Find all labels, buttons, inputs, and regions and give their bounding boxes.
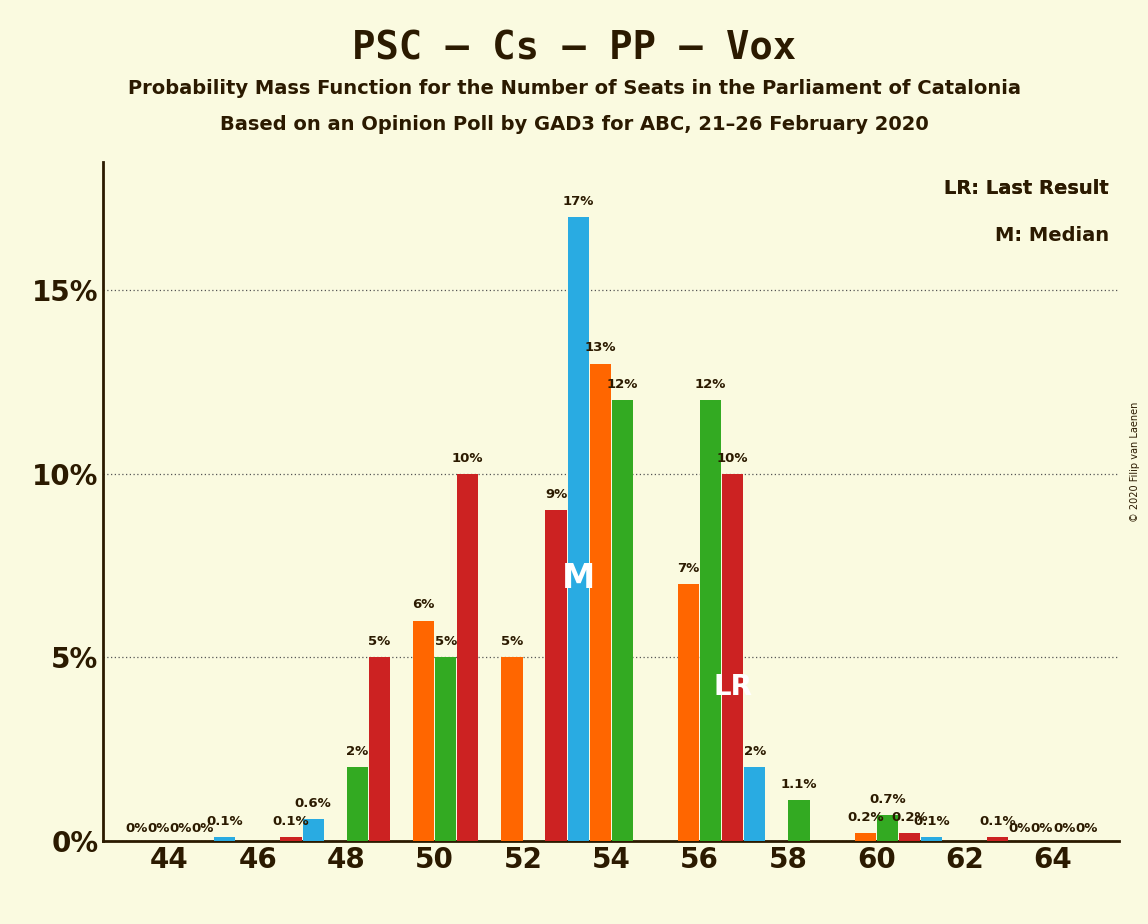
Text: 0.7%: 0.7% xyxy=(869,793,906,806)
Bar xyxy=(612,400,633,841)
Text: 10%: 10% xyxy=(718,452,748,465)
Text: 0%: 0% xyxy=(192,822,214,835)
Text: 5%: 5% xyxy=(501,635,523,648)
Text: Probability Mass Function for the Number of Seats in the Parliament of Catalonia: Probability Mass Function for the Number… xyxy=(127,79,1021,98)
Bar xyxy=(303,819,324,841)
Text: 0%: 0% xyxy=(1009,822,1031,835)
Text: 0.6%: 0.6% xyxy=(295,796,332,809)
Text: 1.1%: 1.1% xyxy=(781,778,817,791)
Bar xyxy=(722,474,744,841)
Text: 0.1%: 0.1% xyxy=(979,815,1016,828)
Bar xyxy=(502,657,522,841)
Text: 5%: 5% xyxy=(369,635,390,648)
Text: 0%: 0% xyxy=(125,822,148,835)
Text: 13%: 13% xyxy=(584,342,616,355)
Bar xyxy=(987,837,1008,841)
Text: 0.1%: 0.1% xyxy=(914,815,949,828)
Text: LR: Last Result: LR: Last Result xyxy=(945,178,1109,198)
Text: 12%: 12% xyxy=(606,378,638,391)
Text: 10%: 10% xyxy=(452,452,483,465)
Bar xyxy=(280,837,302,841)
Bar xyxy=(744,768,766,841)
Text: 0%: 0% xyxy=(1031,822,1053,835)
Bar xyxy=(899,833,920,841)
Text: 7%: 7% xyxy=(677,562,700,575)
Bar xyxy=(789,800,809,841)
Bar xyxy=(545,510,567,841)
Text: M: M xyxy=(561,562,595,595)
Text: 0.2%: 0.2% xyxy=(847,811,884,824)
Bar xyxy=(921,837,943,841)
Bar xyxy=(457,474,479,841)
Text: LR: Last Result: LR: Last Result xyxy=(945,178,1109,198)
Text: Based on an Opinion Poll by GAD3 for ABC, 21–26 February 2020: Based on an Opinion Poll by GAD3 for ABC… xyxy=(219,116,929,135)
Text: © 2020 Filip van Laenen: © 2020 Filip van Laenen xyxy=(1130,402,1140,522)
Text: 12%: 12% xyxy=(695,378,727,391)
Text: LR: LR xyxy=(713,673,752,700)
Bar xyxy=(369,657,390,841)
Text: 0%: 0% xyxy=(1053,822,1076,835)
Text: 0.1%: 0.1% xyxy=(207,815,243,828)
Bar xyxy=(590,364,611,841)
Text: 5%: 5% xyxy=(435,635,457,648)
Text: PSC – Cs – PP – Vox: PSC – Cs – PP – Vox xyxy=(352,30,796,67)
Bar xyxy=(877,815,898,841)
Bar xyxy=(215,837,235,841)
Bar xyxy=(567,217,589,841)
Text: 0%: 0% xyxy=(1075,822,1097,835)
Bar xyxy=(855,833,876,841)
Text: 0.2%: 0.2% xyxy=(891,811,928,824)
Bar xyxy=(347,768,367,841)
Text: 9%: 9% xyxy=(545,488,567,501)
Bar xyxy=(678,584,699,841)
Text: M: Median: M: Median xyxy=(995,226,1109,245)
Text: 0%: 0% xyxy=(147,822,170,835)
Text: 0.1%: 0.1% xyxy=(273,815,309,828)
Bar xyxy=(413,621,434,841)
Text: 2%: 2% xyxy=(347,746,369,759)
Text: 6%: 6% xyxy=(412,599,435,612)
Bar xyxy=(435,657,456,841)
Text: 17%: 17% xyxy=(563,195,594,208)
Bar xyxy=(700,400,721,841)
Text: 2%: 2% xyxy=(744,746,766,759)
Text: 0%: 0% xyxy=(170,822,192,835)
